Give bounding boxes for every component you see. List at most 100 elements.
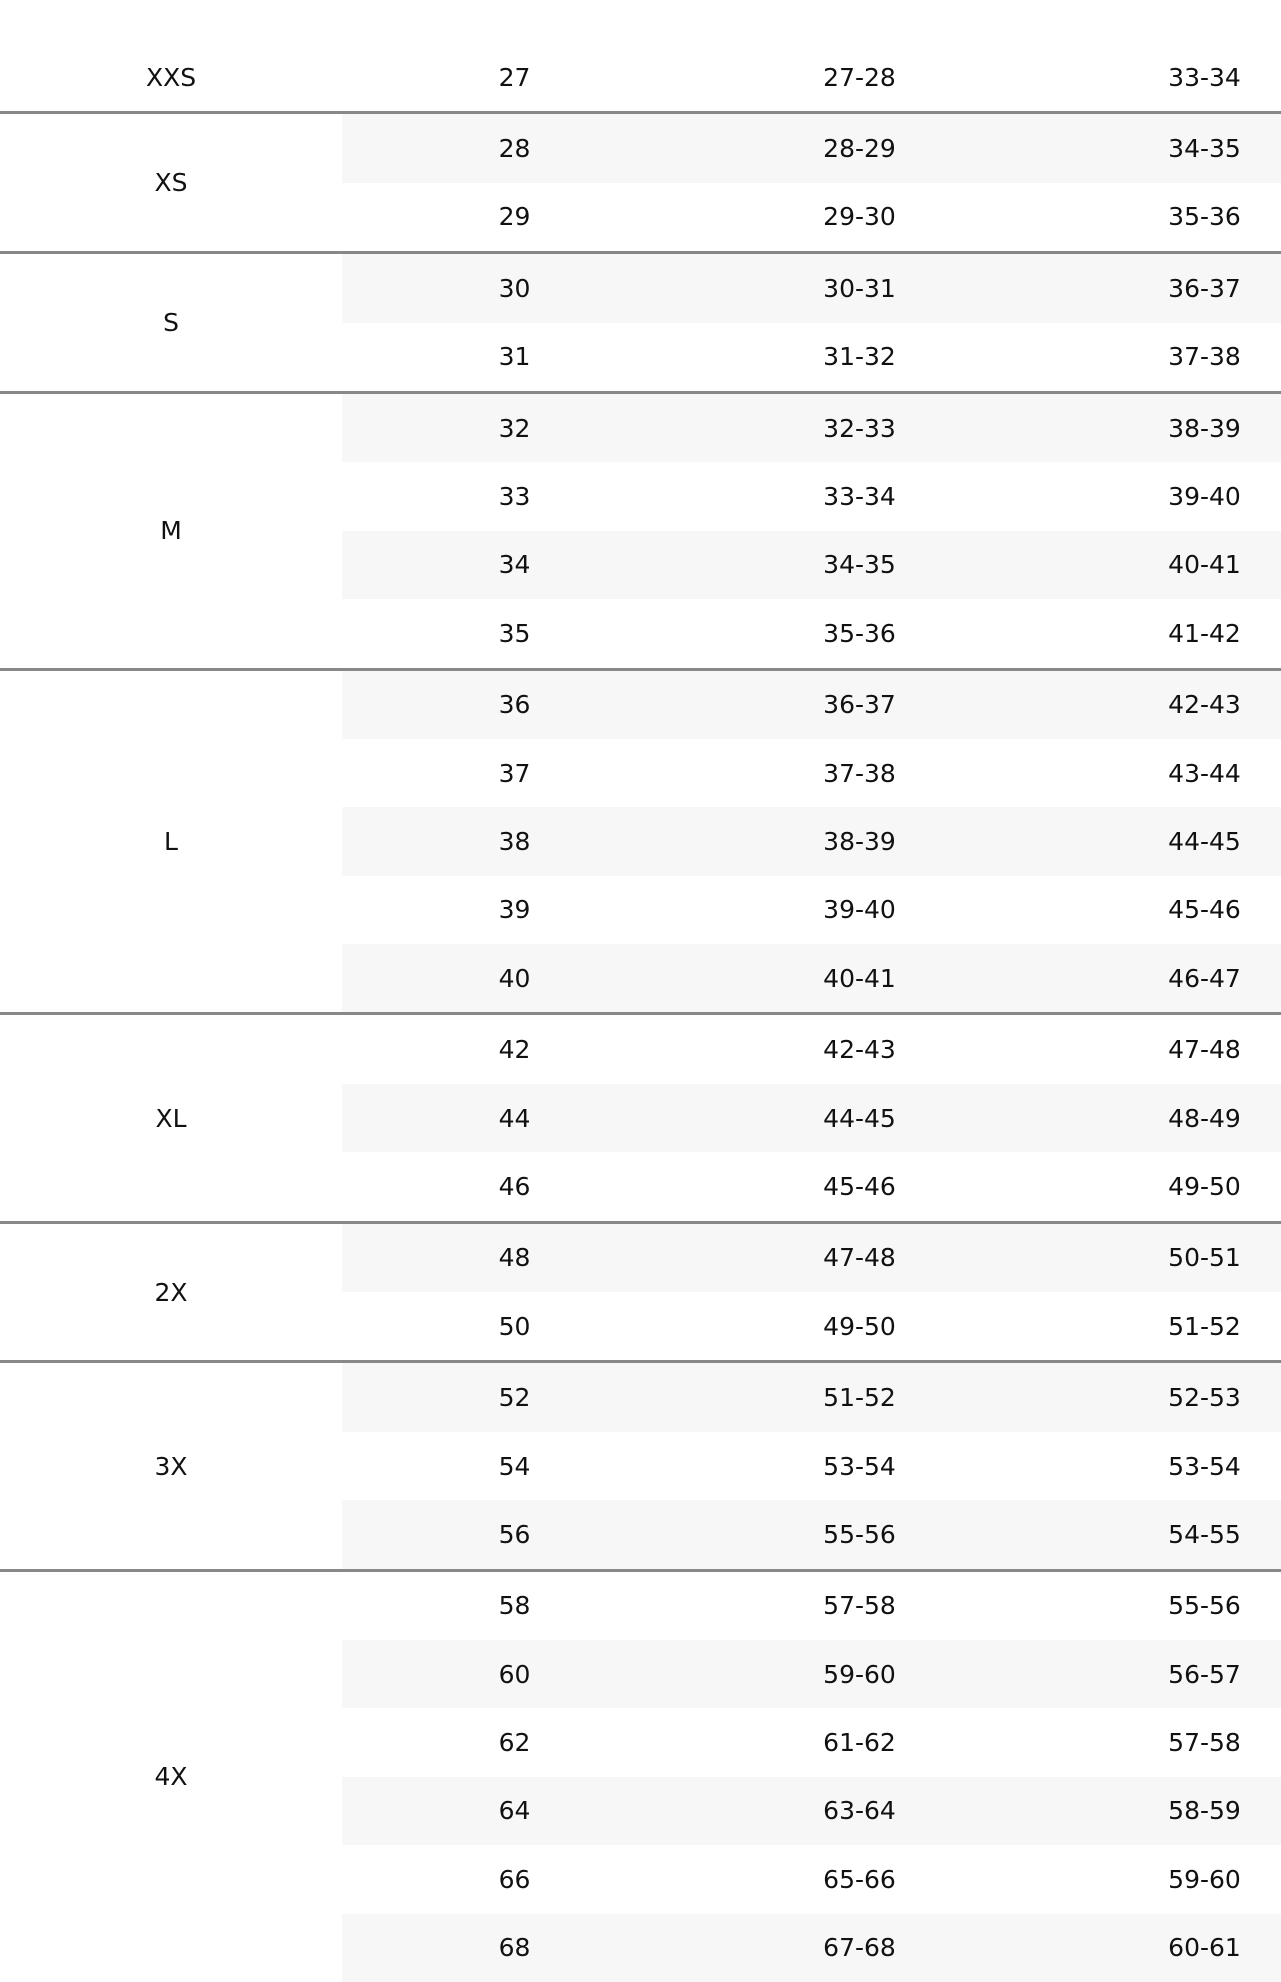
measurement-cell-3: 45-46 — [1032, 875, 1281, 945]
table-row: 64 63-64 58-59 — [0, 1776, 1281, 1846]
table-row: 2X 48 47-48 50-51 — [0, 1222, 1281, 1362]
table-row: 50 49-50 51-52 — [0, 1292, 1281, 1362]
measurement-cell-2: 29-30 — [687, 182, 1032, 253]
table-row: 44 44-45 48-49 — [0, 1083, 1281, 1153]
size-label: 2X — [0, 1222, 342, 1362]
measurement-cell-1: 27 — [342, 43, 687, 113]
size-group-3x: 3X 52 51-52 52-53 54 53-54 53-54 56 55-56 54-55 — [0, 1361, 1281, 1571]
measurement-cell-1: 48 — [342, 1222, 687, 1293]
size-group-xxs: XXS 27 27-28 33-34 — [0, 43, 1281, 113]
measurement-cell-1: 28 — [342, 112, 687, 183]
measurement-cell-1: 62 — [342, 1708, 687, 1777]
measurement-cell-1: 68 — [342, 1913, 687, 1982]
measurement-cell-2: 42-43 — [687, 1013, 1032, 1084]
measurement-cell-3: 48-49 — [1032, 1083, 1281, 1153]
measurement-cell-1: 40 — [342, 944, 687, 1014]
table-row: 34 34-35 40-41 — [0, 530, 1281, 600]
measurement-cell-2: 40-41 — [687, 944, 1032, 1014]
measurement-cell-3: 60-61 — [1032, 1913, 1281, 1982]
measurement-cell-1: 58 — [342, 1570, 687, 1640]
table-row: 4X 58 57-58 55-56 — [0, 1570, 1281, 1982]
measurement-cell-2: 53-54 — [687, 1431, 1032, 1501]
table-row: 35 35-36 41-42 — [0, 599, 1281, 670]
size-label: XS — [0, 112, 342, 253]
table-row: L 36 36-37 42-43 — [0, 669, 1281, 1014]
measurement-cell-1: 52 — [342, 1361, 687, 1432]
measurement-cell-2: 61-62 — [687, 1708, 1032, 1777]
table-row: 33 33-34 39-40 — [0, 462, 1281, 531]
measurement-cell-3: 55-56 — [1032, 1570, 1281, 1640]
size-label: S — [0, 252, 342, 393]
measurement-cell-3: 37-38 — [1032, 322, 1281, 393]
table-row: 46 45-46 49-50 — [0, 1152, 1281, 1223]
measurement-cell-3: 33-34 — [1032, 43, 1281, 113]
measurement-cell-3: 53-54 — [1032, 1431, 1281, 1501]
table-row: 56 55-56 54-55 — [0, 1500, 1281, 1571]
measurement-cell-1: 42 — [342, 1013, 687, 1084]
measurement-cell-3: 51-52 — [1032, 1292, 1281, 1362]
measurement-cell-1: 30 — [342, 252, 687, 323]
table-row: M 32 32-33 38-39 — [0, 392, 1281, 670]
measurement-cell-3: 40-41 — [1032, 530, 1281, 600]
measurement-cell-3: 42-43 — [1032, 669, 1281, 739]
measurement-cell-3: 49-50 — [1032, 1152, 1281, 1223]
table-row: 31 31-32 37-38 — [0, 322, 1281, 393]
size-label: XL — [0, 1013, 342, 1223]
table-row: 66 65-66 59-60 — [0, 1845, 1281, 1914]
size-label: 4X — [0, 1570, 342, 1982]
measurement-cell-2: 28-29 — [687, 112, 1032, 183]
table-row: 54 53-54 53-54 — [0, 1431, 1281, 1501]
size-group-xl: XL 42 42-43 47-48 44 44-45 48-49 46 45-46 49-50 — [0, 1013, 1281, 1223]
table-row: 68 67-68 60-61 — [0, 1913, 1281, 1982]
measurement-cell-3: 47-48 — [1032, 1013, 1281, 1084]
measurement-cell-1: 38 — [342, 807, 687, 876]
size-label: M — [0, 392, 342, 670]
measurement-cell-2: 39-40 — [687, 875, 1032, 945]
table-row: 37 37-38 43-44 — [0, 738, 1281, 808]
size-group-m: M 32 32-33 38-39 33 33-34 39-40 34 34-35 40-41 35 3… — [0, 392, 1281, 670]
measurement-cell-1: 60 — [342, 1639, 687, 1709]
size-group-s: S 30 30-31 36-37 31 31-32 37-38 — [0, 252, 1281, 393]
measurement-cell-1: 44 — [342, 1083, 687, 1153]
measurement-cell-1: 37 — [342, 738, 687, 808]
measurement-cell-1: 50 — [342, 1292, 687, 1362]
measurement-cell-1: 56 — [342, 1500, 687, 1571]
measurement-cell-3: 41-42 — [1032, 599, 1281, 670]
measurement-cell-2: 63-64 — [687, 1776, 1032, 1846]
measurement-cell-1: 66 — [342, 1845, 687, 1914]
measurement-cell-3: 36-37 — [1032, 252, 1281, 323]
measurement-cell-2: 45-46 — [687, 1152, 1032, 1223]
measurement-cell-3: 35-36 — [1032, 182, 1281, 253]
table-row: S 30 30-31 36-37 — [0, 252, 1281, 393]
table-row: 39 39-40 45-46 — [0, 875, 1281, 945]
size-group-2x: 2X 48 47-48 50-51 50 49-50 51-52 — [0, 1222, 1281, 1362]
measurement-cell-3: 54-55 — [1032, 1500, 1281, 1571]
table-row: 38 38-39 44-45 — [0, 807, 1281, 876]
size-label: 3X — [0, 1361, 342, 1571]
measurement-cell-3: 50-51 — [1032, 1222, 1281, 1293]
table-row: 60 59-60 56-57 — [0, 1639, 1281, 1709]
table-row: 29 29-30 35-36 — [0, 182, 1281, 253]
measurement-cell-1: 36 — [342, 669, 687, 739]
size-group-4x: 4X 58 57-58 55-56 60 59-60 56-57 62 61-62 57-58 64… — [0, 1570, 1281, 1982]
measurement-cell-2: 36-37 — [687, 669, 1032, 739]
measurement-cell-3: 44-45 — [1032, 807, 1281, 876]
measurement-cell-3: 43-44 — [1032, 738, 1281, 808]
measurement-cell-2: 27-28 — [687, 43, 1032, 113]
measurement-cell-3: 39-40 — [1032, 462, 1281, 531]
measurement-cell-2: 59-60 — [687, 1639, 1032, 1709]
measurement-cell-2: 38-39 — [687, 807, 1032, 876]
size-label: L — [0, 669, 342, 1014]
measurement-cell-1: 34 — [342, 530, 687, 600]
measurement-cell-2: 51-52 — [687, 1361, 1032, 1432]
measurement-cell-3: 56-57 — [1032, 1639, 1281, 1709]
measurement-cell-3: 57-58 — [1032, 1708, 1281, 1777]
measurement-cell-2: 57-58 — [687, 1570, 1032, 1640]
measurement-cell-2: 49-50 — [687, 1292, 1032, 1362]
table-row: XXS 27 27-28 33-34 — [0, 43, 1281, 113]
measurement-cell-1: 39 — [342, 875, 687, 945]
measurement-cell-2: 37-38 — [687, 738, 1032, 808]
measurement-cell-1: 64 — [342, 1776, 687, 1846]
size-group-xs: XS 28 28-29 34-35 29 29-30 35-36 — [0, 112, 1281, 253]
measurement-cell-1: 29 — [342, 182, 687, 253]
